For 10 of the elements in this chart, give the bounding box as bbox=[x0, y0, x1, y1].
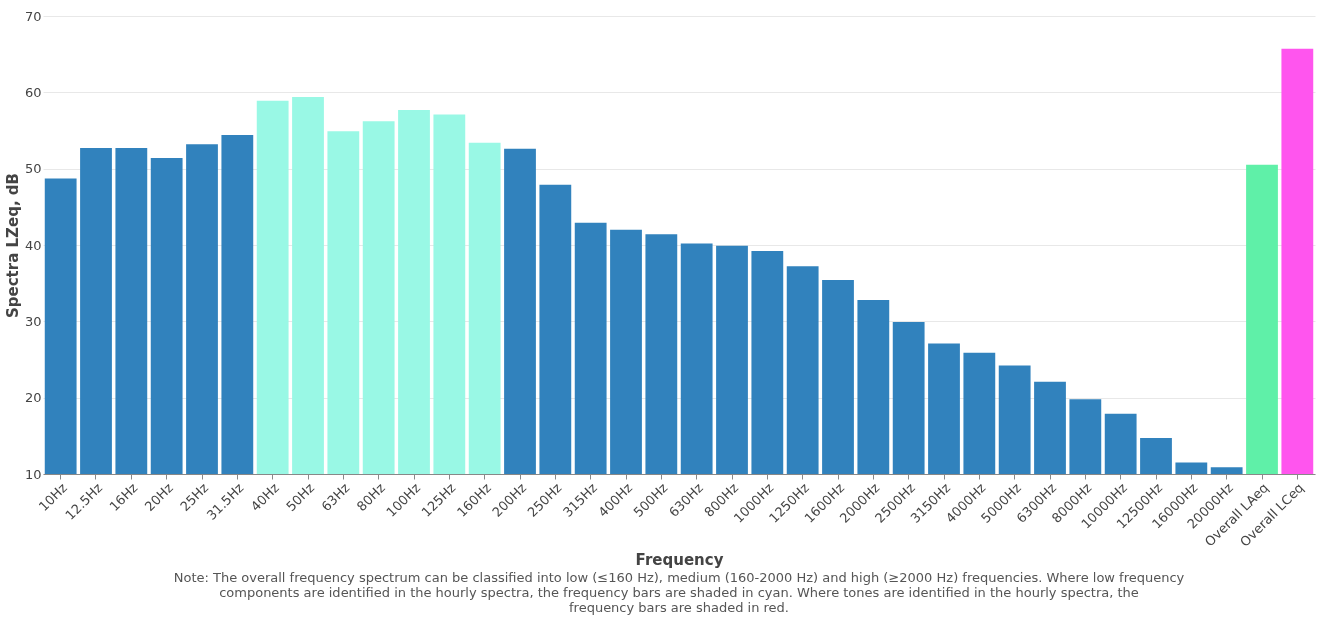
y-tick-label: 10 bbox=[24, 466, 42, 482]
y-tick-label: 20 bbox=[24, 390, 42, 406]
y-tick-label: 70 bbox=[24, 8, 42, 24]
y-tick-label: 50 bbox=[24, 161, 42, 177]
y-tick-label: 30 bbox=[24, 313, 42, 329]
y-axis-title: Spectra LZeq, dB bbox=[3, 173, 22, 318]
y-tick-label: 60 bbox=[24, 84, 42, 100]
x-axis-title: Frequency bbox=[635, 551, 724, 570]
text: Note: The overall frequency spectrum can be classified into low (≤160 Hz), medium (160-2000 Hz) and high (≥2000 Hz) frequencies. Where low frequency components are identified in the hourly spectra, the frequency bars are shaded in cyan. Where tones are identified in the hourly spectra, the frequency bars are shaded in red. bbox=[173, 570, 1185, 615]
y-tick-label: 40 bbox=[24, 237, 42, 253]
